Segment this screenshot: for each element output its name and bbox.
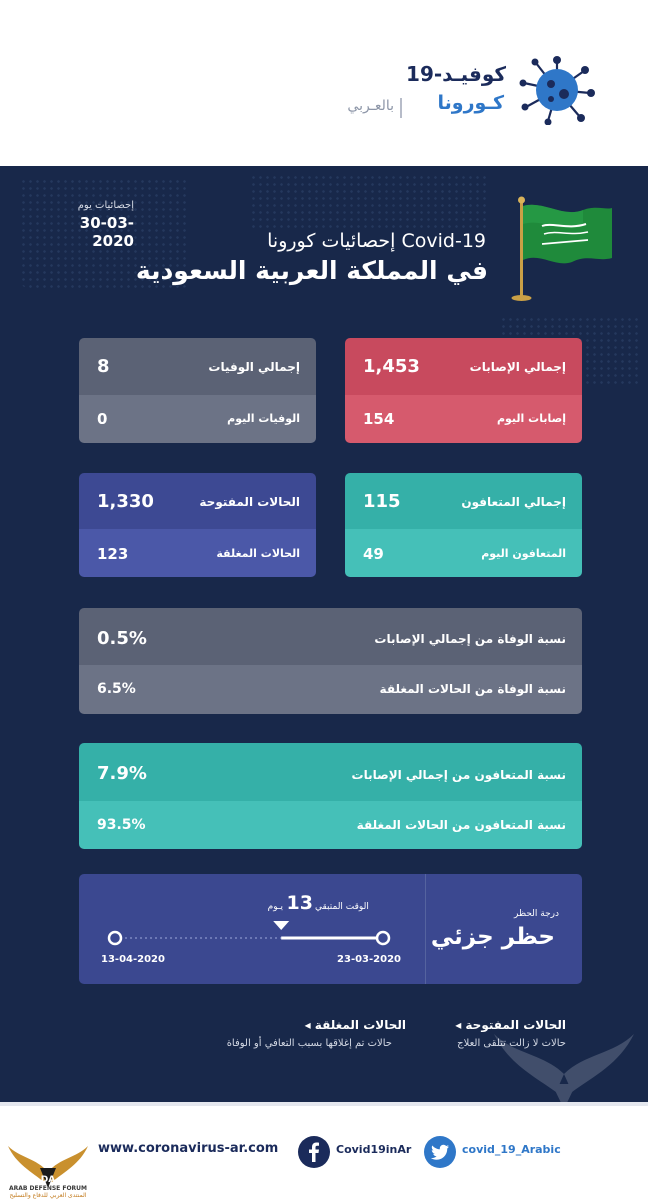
watermark-line-1: ARAB DEFENSE FORUM [8,1185,88,1192]
curfew-card: درجة الحظر حظر جزئي الوقت المتبقي 13 يـو… [79,874,582,984]
death-ratio-total-label: نسبة الوفاة من إجمالي الإصابات [374,632,566,646]
today-infections-label: إصابات اليوم [496,412,566,425]
total-infections-value: 1,453 [363,356,420,377]
curfew-caption: درجة الحظر [513,909,559,919]
legend-closed-title: ◂ الحالات المغلقة [304,1018,406,1032]
logo-separator [400,98,402,118]
footer: DA ARAB DEFENSE FORUM المنتدى العربي للد… [0,1102,648,1200]
curfew-divider [425,874,426,984]
today-deaths-value: 0 [97,410,108,428]
logo-arabic-text: بالعـربي [347,98,394,114]
curfew-level: حظر جزئي [430,924,555,950]
cases-card: الحالات المفتوحة 1,330 الحالات المغلقة 1… [79,473,316,577]
total-deaths-value: 8 [97,356,110,377]
recovery-ratio-total-label: نسبة المتعافون من إجمالي الإصابات [351,768,566,782]
today-infections-value: 154 [363,410,395,428]
report-date: 30-03-2020 [79,214,134,250]
curfew-end-date: 13-04-2020 [101,954,165,965]
recovery-ratio-closed-label: نسبة المتعافون من الحالات المغلقة [356,818,566,832]
today-recovered-label: المتعافون اليوم [481,547,566,560]
today-deaths-label: الوفيات اليوم [227,412,300,425]
curfew-start-date: 23-03-2020 [337,954,401,965]
infections-card: إجمالي الإصابات 1,453 إصابات اليوم 154 [345,338,582,443]
stats-panel: إحصائيات يوم 30-03-2020 إحصائيات كورونا … [0,166,648,1102]
recovered-card: إجمالي المتعافون 115 المتعافون اليوم 49 [345,473,582,577]
website-link[interactable]: www.coronavirus-ar.com [98,1141,279,1156]
recovery-ratio-total-value: 7.9% [97,763,147,784]
closed-cases-value: 123 [97,545,129,563]
legend-closed-desc: حالات تم إغلاقها بسبب التعافي أو الوفاة [226,1038,392,1049]
curfew-timeline [107,921,391,946]
timeline-today-marker [273,921,290,930]
date-caption: إحصائيات يوم [77,200,134,211]
remaining-time-label: الوقت المتبقي [315,902,369,912]
legend-open-desc: حالات لا زالت تتلقى العلاج [457,1038,566,1049]
total-recovered-value: 115 [363,491,401,512]
watermark-line-2: المنتدى العربي للدفاع والتسليح [9,1192,87,1199]
svg-text:DA: DA [41,1175,55,1185]
today-recovered-value: 49 [363,545,384,563]
remaining-days-unit: يـوم [267,902,283,912]
recovery-ratio-closed-value: 93.5% [97,817,146,833]
remaining-days-value: 13 [286,892,313,914]
map-dots [250,174,490,230]
total-infections-label: إجمالي الإصابات [469,360,566,374]
death-ratio-closed-label: نسبة الوفاة من الحالات المغلقة [379,682,566,696]
saudi-flag-icon [511,196,612,301]
title-line-2: في المملكة العربية السعودية [135,256,488,285]
timeline-end-dot [107,930,123,946]
death-ratio-total-value: 0.5% [97,628,147,649]
twitter-icon[interactable] [424,1136,456,1168]
timeline-start-dot [375,930,391,946]
legend-open-title: ◂ الحالات المفتوحة [455,1018,566,1032]
closed-cases-label: الحالات المغلقة [216,547,300,560]
facebook-handle[interactable]: Covid19inAr [336,1143,412,1156]
open-cases-value: 1,330 [97,491,154,512]
open-cases-label: الحالات المفتوحة [199,495,300,509]
death-ratio-card: نسبة الوفاة من إجمالي الإصابات 0.5% نسبة… [79,608,582,714]
logo-covid-text: كوفيـد-19 [406,62,506,86]
header: كوفيـد-19 كـورونا بالعـربي [0,0,648,166]
virus-icon [519,56,595,125]
recovery-ratio-card: نسبة المتعافون من إجمالي الإصابات 7.9% ن… [79,743,582,849]
total-deaths-label: إجمالي الوفيات [208,360,300,374]
footer-divider [0,1102,648,1106]
logo-corona-text: كـورونا [437,92,504,114]
title-line-1: إحصائيات كورونا Covid-19 [267,230,486,252]
twitter-handle[interactable]: covid_19_Arabic [462,1143,561,1156]
map-dots [20,178,190,288]
total-recovered-label: إجمالي المتعافون [461,495,566,509]
arab-defense-forum-logo-icon: DA [8,1146,88,1188]
deaths-card: إجمالي الوفيات 8 الوفيات اليوم 0 [79,338,316,443]
watermark-emblem-icon [494,1034,634,1102]
death-ratio-closed-value: 6.5% [97,681,136,697]
facebook-icon[interactable] [298,1136,330,1168]
